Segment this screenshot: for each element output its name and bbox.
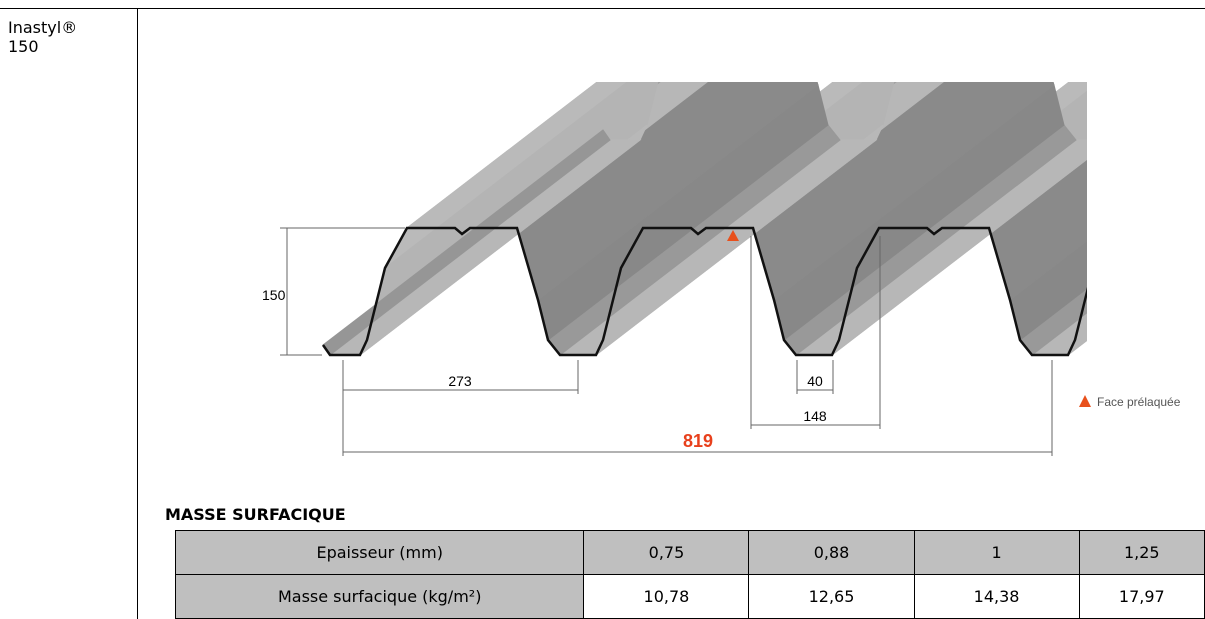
deck-surface <box>1163 13 1205 234</box>
coated-face-marker <box>727 230 739 241</box>
deck-surface <box>1067 330 1087 356</box>
table-cell: 0,75 <box>583 530 750 575</box>
deck-surface <box>1074 289 1087 342</box>
table-cell: 0,88 <box>748 530 915 575</box>
product-name: Inastyl® <box>8 18 78 37</box>
frame <box>0 8 1205 9</box>
top-label: 148 <box>803 408 827 424</box>
table-cell: 12,65 <box>748 574 915 619</box>
mass-table: Epaisseur (mm) 0,75 0,88 1 1,25 Masse surfaci… <box>174 530 1205 619</box>
table-row: Masse surfacique (kg/m²) 10,78 12,65 14,38 1… <box>174 574 1205 619</box>
profile-diagram: 150 273 40 148 819 Face prélaquée <box>262 13 1205 456</box>
column-divider <box>137 8 138 619</box>
deck-surface <box>1093 13 1205 268</box>
section-title: MASSE SURFACIQUE <box>165 505 346 524</box>
dimension-lines <box>280 227 1053 456</box>
pitch-label: 273 <box>448 373 472 389</box>
width-label: 819 <box>683 431 713 451</box>
table-cell: 10,78 <box>583 574 750 619</box>
deck-surface <box>1115 13 1205 228</box>
product: Inastyl® 150 <box>8 18 77 56</box>
table-cell: 1,25 <box>1078 530 1205 575</box>
deck-surface <box>1170 13 1205 234</box>
table-cell: 17,97 <box>1078 574 1205 619</box>
table-cell: Masse surfacique (kg/m²) <box>174 574 585 619</box>
legend-text: Face prélaquée <box>1097 395 1181 409</box>
table-cell: Epaisseur (mm) <box>174 530 585 575</box>
legend-marker <box>1079 395 1091 407</box>
table-cell: 14,38 <box>913 574 1080 619</box>
deck-surface <box>1178 13 1205 228</box>
product-size: 150 <box>8 37 39 56</box>
bottom-label: 40 <box>807 373 823 389</box>
table-cell: 1 <box>913 530 1080 575</box>
profile-outline <box>321 226 1087 357</box>
height-label: 150 <box>262 287 286 303</box>
table-row: Epaisseur (mm) 0,75 0,88 1 1,25 <box>174 530 1205 575</box>
